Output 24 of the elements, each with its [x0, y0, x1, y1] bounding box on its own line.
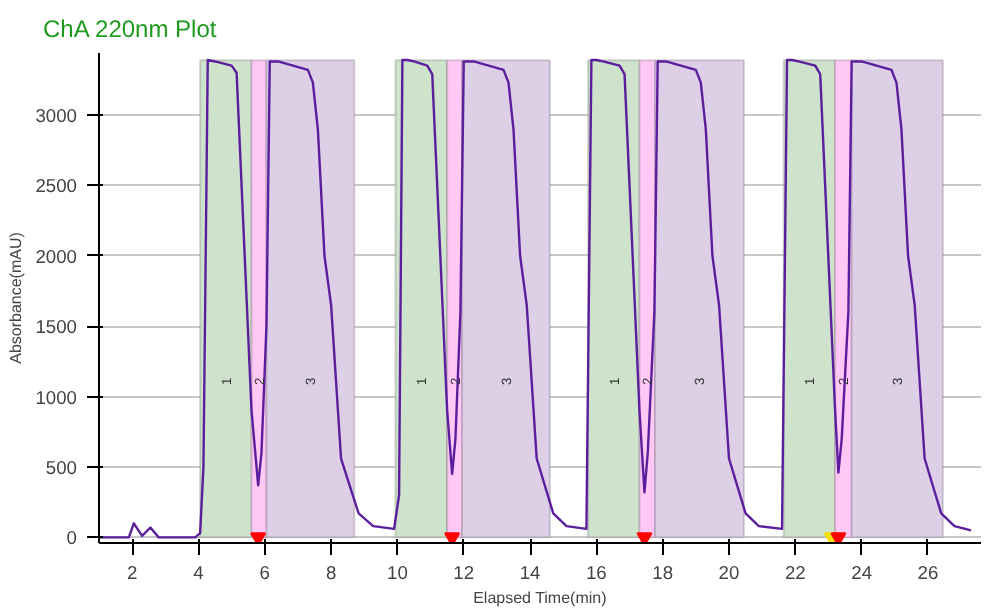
x-tick-label: 16: [585, 563, 607, 583]
line-series: [99, 58, 973, 539]
y-tick-label: 0: [66, 528, 78, 549]
y-tick-label: 2000: [35, 246, 78, 267]
x-tick-label: 10: [387, 563, 408, 583]
x-tick-label: 26: [917, 563, 939, 583]
y-tick-label: 1500: [35, 317, 78, 338]
x-tick-label: 12: [453, 563, 475, 583]
y-axis-title: Absorbance(mAU): [7, 231, 26, 364]
x-tick-label: 22: [784, 563, 806, 583]
x-tick-label: 14: [519, 563, 541, 583]
x-tick-label: 4: [193, 563, 204, 583]
x-tick-label: 8: [325, 563, 337, 583]
x-tick-label: 18: [652, 563, 674, 583]
x-tick-label: 20: [718, 563, 740, 583]
x-tick-label: 24: [851, 563, 873, 583]
x-tick-label: 6: [259, 563, 271, 583]
x-tick-label: 2: [126, 563, 138, 583]
chart-title: ChA 220nm Plot: [43, 15, 218, 43]
y-tick-label: 500: [45, 457, 78, 478]
y-tick-label: 1000: [35, 387, 78, 408]
y-tick-label: 3000: [35, 105, 78, 126]
y-tick-label: 2500: [35, 176, 78, 197]
x-axis-title: Elapsed Time(min): [473, 589, 608, 607]
